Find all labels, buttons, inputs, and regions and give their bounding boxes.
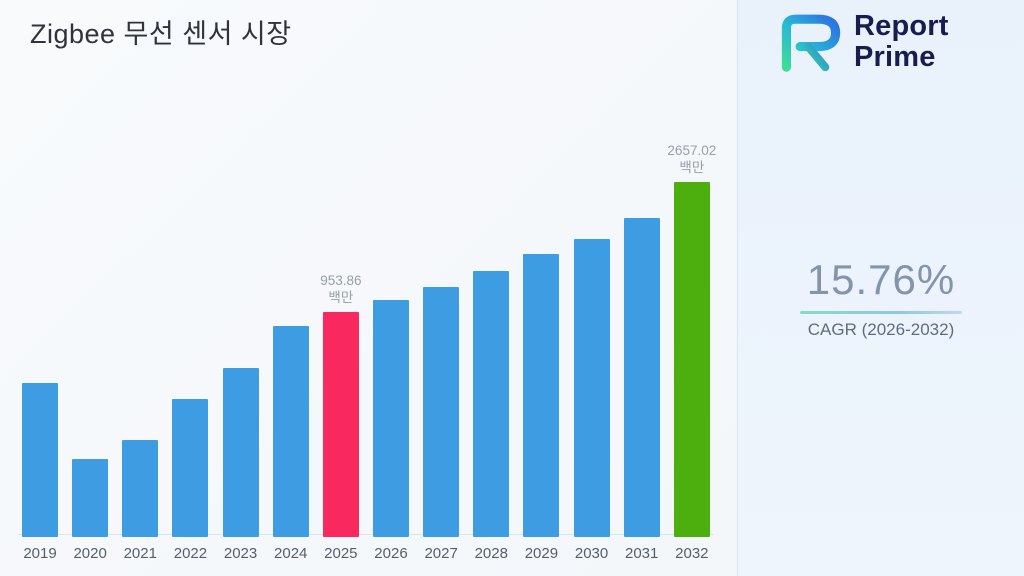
bar-column-2026: 2026 [371,300,411,562]
bar-wrap-2027 [423,287,460,537]
year-label-2025: 2025 [324,545,358,562]
bar-2030 [573,239,610,537]
year-label-2022: 2022 [173,545,208,562]
cagr-divider [800,311,962,314]
year-label-2031: 2031 [625,545,659,562]
bar-wrap-2028 [473,271,510,537]
bar-wrap-2025: 953.86 백만 [320,273,361,537]
bar-wrap-2021 [122,440,159,537]
year-label-2020: 2020 [73,545,107,562]
year-label-2029: 2029 [524,545,559,562]
bar-2021 [122,440,159,537]
logo-text-report: Report [854,9,949,42]
bar-column-2023: 2023 [221,368,261,562]
bar-column-2032: 2657.02 백만 2032 [667,143,716,562]
bar-wrap-2029 [523,254,560,537]
bar-column-2029: 2029 [521,254,561,562]
bar-wrap-2019 [22,383,58,537]
report-prime-logo-icon [775,14,841,72]
bar-wrap-2022 [172,399,209,537]
report-prime-logo-text: Report Prime [854,9,949,73]
bar-column-2020: 2020 [70,459,110,562]
year-label-2030: 2030 [574,545,609,562]
logo-text-prime: Prime [854,41,936,73]
bar-column-2028: 2028 [471,271,511,562]
bar-wrap-2020 [72,459,109,537]
bar-2024 [272,326,309,537]
bar-wrap-2026 [372,300,409,537]
cagr-label: CAGR (2026-2032) [807,320,955,339]
year-label-2019: 2019 [23,545,57,562]
bar-2026 [372,300,409,537]
bar-column-2031: 2031 [622,218,662,562]
bar-2028 [473,271,510,537]
bar-2023 [222,368,259,537]
bar-2022 [172,399,209,537]
value-label-number: 953.86 [320,272,362,288]
bar-wrap-2031 [623,218,660,537]
bar-2019 [22,383,58,537]
year-label-2027: 2027 [424,545,458,562]
chart-baseline [18,534,714,535]
bar-column-2027: 2027 [421,287,461,562]
year-label-2032: 2032 [675,545,709,562]
cagr-block: 15.76% CAGR (2026-2032) [738,256,1024,340]
value-label-unit: 백만 [679,160,705,176]
value-label-number: 2657.02 [667,142,717,158]
bar-column-2024: 2024 [271,326,311,562]
bar-2032 [673,182,710,537]
bar-2020 [72,459,109,537]
value-label-unit: 백만 [328,290,354,306]
year-label-2028: 2028 [474,545,508,562]
bar-column-2030: 2030 [572,239,612,562]
value-label-2025: 953.86 백만 [320,272,361,307]
report-prime-logo: Report Prime [770,10,949,74]
year-label-2023: 2023 [223,545,258,562]
year-label-2021: 2021 [123,545,157,562]
year-label-2026: 2026 [374,545,408,562]
bar-2031 [623,218,660,537]
bar-column-2019: 2019 [20,383,60,562]
bar-column-2022: 2022 [170,399,210,562]
bar-2027 [423,287,460,537]
bar-wrap-2030 [573,239,610,537]
bar-column-2021: 2021 [120,440,160,562]
year-label-2024: 2024 [274,545,308,562]
bar-chart: 2019 2020 2021 2022 2023 2024 953.86 백만 2025 2026… [20,143,716,562]
bar-2029 [523,254,560,537]
bar-column-2025: 953.86 백만 2025 [320,273,361,562]
value-label-2032: 2657.02 백만 [667,142,716,177]
bar-wrap-2024 [272,326,309,537]
page-title: Zigbee 무선 센서 시장 [30,19,292,49]
bar-2025 [322,312,359,537]
bar-wrap-2032: 2657.02 백만 [667,143,716,537]
right-panel: Report Prime 15.76% CAGR (2026-2032) [737,0,1024,576]
bar-wrap-2023 [222,368,259,537]
cagr-value: 15.76% [806,256,956,303]
